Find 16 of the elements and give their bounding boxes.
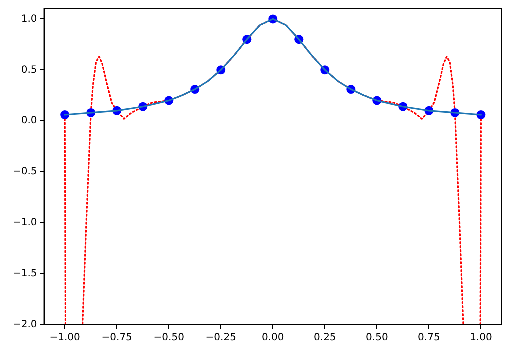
x-tick-label: 0.25	[314, 332, 336, 344]
y-tick-label: −1.0	[12, 218, 38, 229]
x-tick-label: −0.25	[206, 332, 236, 344]
y-tick-label: 1.0	[21, 14, 38, 25]
x-tick-label: 0.75	[418, 332, 440, 344]
y-tick-label: −0.5	[12, 166, 38, 178]
y-tick-label: −2.0	[12, 320, 38, 331]
x-tick-label: −0.50	[154, 332, 184, 344]
x-tick-label: −0.75	[102, 332, 132, 344]
y-tick-label: −1.5	[12, 268, 38, 280]
x-tick-label: 0.00	[262, 332, 284, 344]
x-tick-label: 1.00	[470, 332, 492, 344]
x-tick-label: 0.50	[366, 332, 388, 344]
y-tick-label: 0.0	[21, 116, 38, 127]
x-tick-label: −1.00	[50, 332, 80, 344]
y-tick-label: 0.5	[21, 64, 38, 76]
